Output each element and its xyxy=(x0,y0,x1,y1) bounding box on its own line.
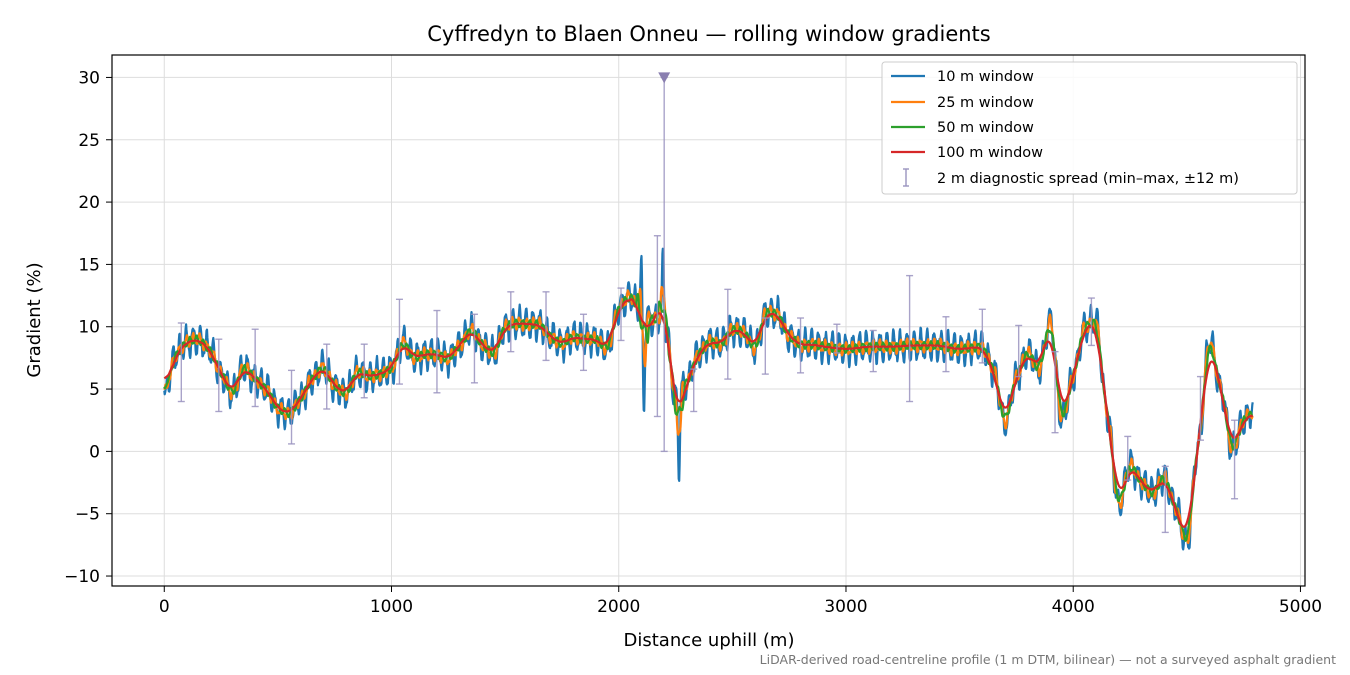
plot-area xyxy=(163,72,1254,551)
x-tick-label: 3000 xyxy=(824,597,867,617)
spread-bar xyxy=(360,343,368,399)
spread-bar xyxy=(1124,435,1132,481)
spread-bar xyxy=(177,322,185,403)
spread-bar xyxy=(1161,465,1169,534)
x-tick-label: 1000 xyxy=(370,597,413,617)
x-tick-label: 4000 xyxy=(1052,597,1095,617)
legend-label-spread: 2 m diagnostic spread (min–max, ±12 m) xyxy=(937,171,1239,187)
y-tick-label: −10 xyxy=(64,567,100,587)
spread-bar xyxy=(288,369,296,445)
spread-bar xyxy=(395,298,403,385)
legend-label-100m: 100 m window xyxy=(937,145,1043,161)
spread-bar xyxy=(470,313,478,384)
axis-ticks: 0 1000 2000 3000 4000 5000 −10 −5 0 5 10 15 20 25 30 xyxy=(64,68,1322,617)
spread-bar xyxy=(580,313,588,372)
spread-bar xyxy=(690,368,698,413)
series-100m-line xyxy=(163,298,1254,528)
y-tick-label: 10 xyxy=(78,318,100,338)
y-tick-label: 30 xyxy=(78,68,100,88)
spread-bar xyxy=(906,274,914,403)
spread-bar xyxy=(1196,375,1204,441)
y-tick-label: 25 xyxy=(78,131,100,151)
grid xyxy=(112,55,1305,586)
spread-bar xyxy=(542,291,550,362)
spread-bar xyxy=(617,287,625,342)
spread-bar xyxy=(1087,297,1095,347)
y-tick-label: 5 xyxy=(89,380,100,400)
footnote: LiDAR-derived road-centreline profile (1… xyxy=(760,652,1336,667)
spread-bar xyxy=(653,235,661,418)
spread-bar xyxy=(1015,324,1023,378)
legend-label-10m: 10 m window xyxy=(937,69,1034,85)
x-tick-label: 5000 xyxy=(1279,597,1322,617)
spread-bar xyxy=(433,309,441,394)
spread-bar xyxy=(215,338,223,413)
legend: 10 m window 25 m window 50 m window 100 … xyxy=(881,61,1298,195)
y-tick-label: 15 xyxy=(78,255,100,275)
spread-bar xyxy=(724,288,732,380)
spread-bar xyxy=(978,308,986,364)
spread-bar xyxy=(507,291,515,353)
y-tick-label: 0 xyxy=(89,442,100,462)
x-tick-label: 0 xyxy=(159,597,170,617)
clip-marker xyxy=(658,72,671,84)
legend-swatch-spread xyxy=(903,168,909,187)
spread-bar xyxy=(251,328,259,408)
chart-title: Cyffredyn to Blaen Onneu — rolling windo… xyxy=(427,22,990,46)
y-tick-label: −5 xyxy=(75,505,100,525)
x-tick-label: 2000 xyxy=(597,597,640,617)
spread-bar xyxy=(323,343,331,410)
spread-bar xyxy=(761,317,769,375)
spread-bar xyxy=(797,317,805,374)
axes-frame xyxy=(111,54,1306,587)
y-axis-title: Gradient (%) xyxy=(24,262,45,377)
spread-bar xyxy=(833,323,841,354)
legend-label-50m: 50 m window xyxy=(937,120,1034,136)
legend-label-25m: 25 m window xyxy=(937,95,1034,111)
y-tick-label: 20 xyxy=(78,193,100,213)
spread-bar xyxy=(1231,419,1239,500)
x-axis-title: Distance uphill (m) xyxy=(624,630,795,651)
spread-bar xyxy=(942,316,950,373)
spread-bar xyxy=(869,329,877,373)
spread-bar xyxy=(1051,350,1059,434)
legend-box xyxy=(881,61,1298,195)
